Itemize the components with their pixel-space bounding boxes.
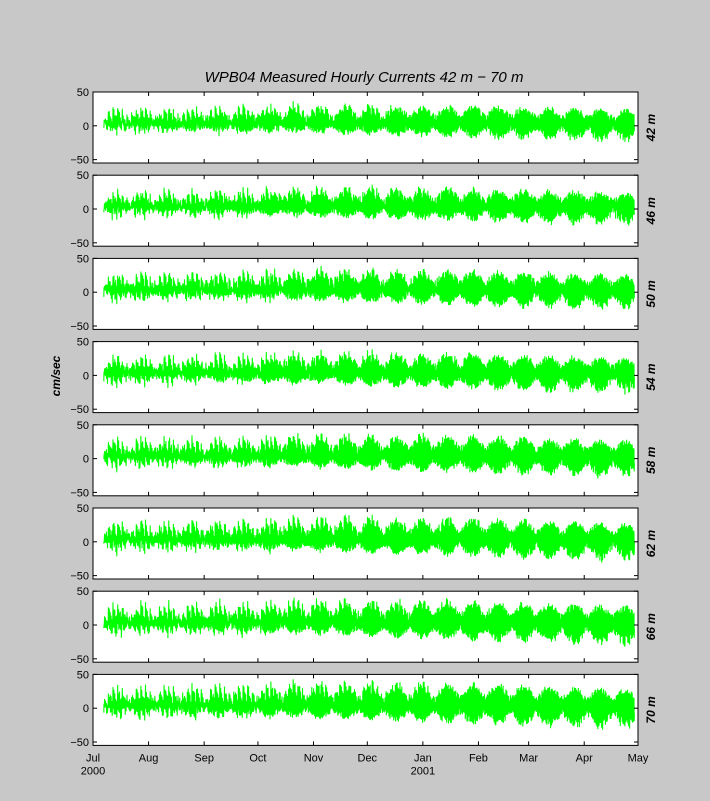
panel-frame <box>92 341 639 414</box>
y-tick-label: 50 <box>77 420 89 432</box>
x-tick-label: May <box>628 752 649 764</box>
chart-title: WPB04 Measured Hourly Currents 42 m − 70… <box>205 69 524 86</box>
y-tick-label: 0 <box>83 620 89 632</box>
y-tick-label: 0 <box>83 370 89 382</box>
panel-frame <box>92 257 639 330</box>
y-tick-label: 50 <box>77 170 89 182</box>
series-label: 46 m <box>644 197 658 226</box>
y-tick-label: −50 <box>70 654 89 666</box>
y-tick-label: 0 <box>83 121 89 133</box>
y-tick-label: −50 <box>70 404 89 416</box>
x-tick-label: Nov <box>304 752 324 764</box>
series-label: 42 m <box>644 113 658 142</box>
x-tick-label: Jul <box>86 752 100 764</box>
series-line <box>103 679 635 730</box>
series-label: 58 m <box>644 446 658 474</box>
panel-frame <box>92 673 639 746</box>
series-label: 50 m <box>644 280 658 308</box>
panel-frame <box>92 590 639 663</box>
y-tick-label: −50 <box>70 321 89 333</box>
x-tick-year-label: 2001 <box>411 765 435 777</box>
series-label: 70 m <box>644 696 658 724</box>
x-tick-label: Aug <box>139 752 159 764</box>
y-tick-label: 50 <box>77 253 89 265</box>
series-line <box>103 184 635 226</box>
y-tick-label: −50 <box>70 487 89 499</box>
y-tick-label: −50 <box>70 238 89 250</box>
y-tick-label: 0 <box>83 703 89 715</box>
y-tick-label: −50 <box>70 737 89 749</box>
series-label: 66 m <box>644 613 658 641</box>
series-line <box>103 597 635 647</box>
x-tick-label: Sep <box>194 752 214 764</box>
series-label: 54 m <box>644 363 658 391</box>
y-tick-label: −50 <box>70 155 89 167</box>
series-line <box>103 101 635 143</box>
x-tick-label: Feb <box>469 752 488 764</box>
x-tick-year-label: 2000 <box>81 765 105 777</box>
y-tick-label: 0 <box>83 287 89 299</box>
series-label: 62 m <box>644 529 658 557</box>
x-tick-label: Dec <box>358 752 378 764</box>
panel-frame <box>92 174 639 247</box>
y-tick-label: 50 <box>77 586 89 598</box>
series-line <box>103 432 635 479</box>
series-line <box>103 265 635 310</box>
y-tick-label: 50 <box>77 669 89 681</box>
panel-frame <box>92 507 639 580</box>
y-tick-label: 50 <box>77 87 89 99</box>
x-tick-label: Mar <box>519 752 538 764</box>
x-tick-label: Oct <box>249 752 266 764</box>
y-axis-label: cm/sec <box>49 355 63 396</box>
x-tick-label: Apr <box>576 752 593 764</box>
series-line <box>103 514 635 563</box>
y-tick-label: 0 <box>83 204 89 216</box>
y-tick-label: 50 <box>77 503 89 515</box>
y-tick-label: 0 <box>83 537 89 549</box>
series-line <box>103 349 635 395</box>
y-tick-label: −50 <box>70 571 89 583</box>
panel-frame <box>92 424 639 497</box>
y-tick-label: 50 <box>77 337 89 349</box>
y-tick-label: 0 <box>83 454 89 466</box>
panels-group: 50 0 −50 42 m 50 0 −50 46 m 50 0 −50 50 m 50 0 −50 54 m… <box>70 87 658 777</box>
x-tick-label: Jan <box>414 752 432 764</box>
panel-frame <box>92 91 639 164</box>
